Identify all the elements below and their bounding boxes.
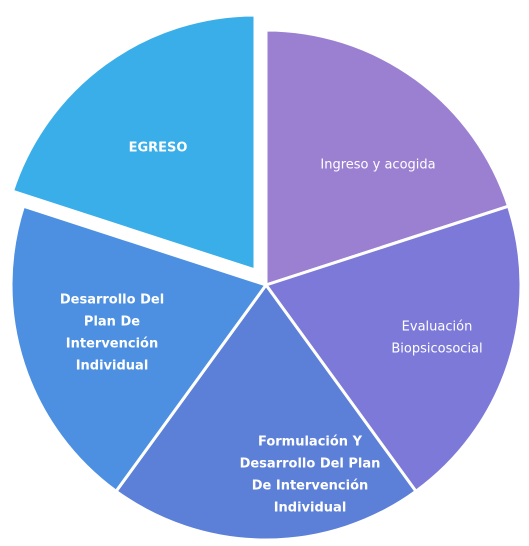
segment-ingreso — [264, 28, 511, 288]
segment-egreso — [10, 13, 257, 273]
segment-label: Biopsicosocial — [391, 342, 482, 357]
segment-label: De Intervención — [252, 479, 369, 494]
segment-label: Ingreso y acogida — [320, 158, 435, 173]
segment-evaluacion — [263, 204, 523, 494]
segment-formulacion — [114, 282, 418, 542]
segment-desarrollo — [9, 204, 269, 494]
segment-label: Formulación Y — [258, 435, 363, 450]
segment-label: Plan De — [84, 315, 140, 330]
segment-label: Individual — [76, 359, 149, 374]
segment-label: Desarrollo Del Plan — [240, 457, 381, 472]
segment-label: EGRESO — [129, 141, 188, 156]
segment-label: Intervención — [66, 337, 158, 352]
labels: Ingreso y acogida Evaluación Biopsicosocia… — [60, 141, 483, 516]
segment-label: Evaluación — [402, 320, 473, 335]
segment-label: Desarrollo Del — [60, 293, 164, 308]
segment-label: Individual — [274, 501, 347, 516]
